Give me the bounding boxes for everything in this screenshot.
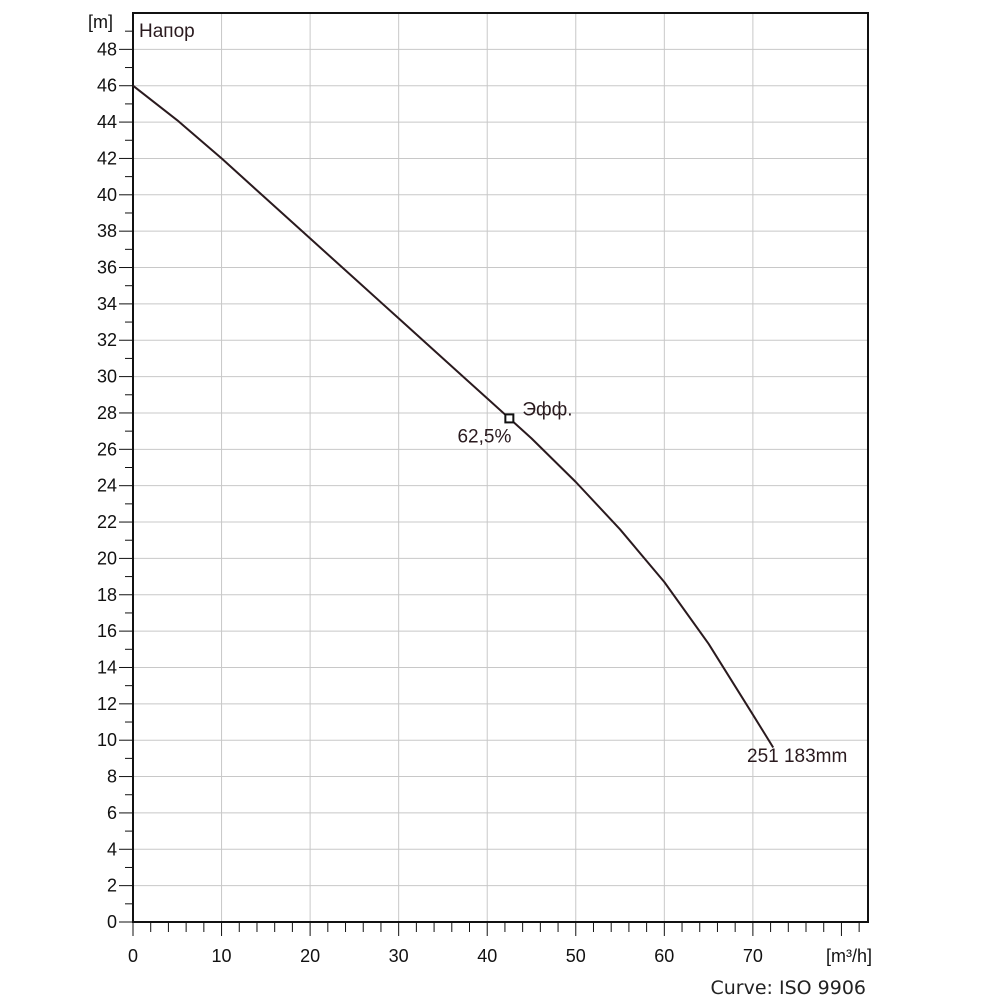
efficiency-point-marker	[504, 413, 515, 424]
y-tick-label: 8	[107, 767, 117, 787]
y-tick-label: 38	[97, 221, 117, 241]
x-tick-labels: 0 10 20 30 40 50 60 70	[128, 946, 763, 966]
y-tick-label: 32	[97, 330, 117, 350]
y-tick-label: 42	[97, 148, 117, 168]
efficiency-label: Эфф.	[522, 399, 572, 420]
y-tick-label: 30	[97, 367, 117, 387]
y-tick-label: 4	[107, 839, 117, 859]
efficiency-value: 62,5%	[457, 426, 511, 447]
y-tick-label: 18	[97, 585, 117, 605]
y-tick-label: 24	[97, 476, 117, 496]
x-tick-label: 0	[128, 946, 138, 966]
y-tick-labels: 0246810121416182022242628303234363840424…	[97, 39, 117, 932]
y-tick-label: 36	[97, 258, 117, 278]
y-tick-label: 44	[97, 112, 117, 132]
y-tick-label: 20	[97, 548, 117, 568]
y-tick-label: 12	[97, 694, 117, 714]
y-tick-label: 2	[107, 876, 117, 896]
grid	[132, 13, 868, 923]
y-tick-label: 46	[97, 76, 117, 96]
x-tick-label: 30	[389, 946, 409, 966]
y-tick-label: 14	[97, 657, 117, 677]
curve-standard-footer: Curve: ISO 9906	[710, 977, 866, 999]
y-axis-unit: [m]	[88, 12, 113, 32]
series-line	[132, 84, 775, 749]
x-axis-unit: [m³/h]	[826, 946, 872, 966]
x-tick-label: 50	[566, 946, 586, 966]
x-tick-label: 20	[300, 946, 320, 966]
x-tick-label: 60	[654, 946, 674, 966]
x-tick-label: 40	[477, 946, 497, 966]
series	[132, 84, 775, 749]
y-tick-label: 40	[97, 185, 117, 205]
y-tick-label: 16	[97, 621, 117, 641]
y-tick-label: 0	[107, 912, 117, 932]
y-tick-label: 48	[97, 39, 117, 59]
series-label-head: Напор	[139, 21, 195, 42]
plot-frame	[132, 12, 869, 923]
y-tick-label: 6	[107, 803, 117, 823]
annotations: Эфф. 62,5%	[457, 399, 572, 447]
y-tick-label: 34	[97, 294, 117, 314]
curve-name-label: 251 183mm	[747, 746, 847, 767]
y-tick-label: 26	[97, 439, 117, 459]
y-tick-label: 10	[97, 730, 117, 750]
y-tick-label: 22	[97, 512, 117, 532]
minor-ticks	[119, 30, 860, 936]
x-tick-label: 70	[743, 946, 763, 966]
y-tick-label: 28	[97, 403, 117, 423]
x-tick-label: 10	[212, 946, 232, 966]
